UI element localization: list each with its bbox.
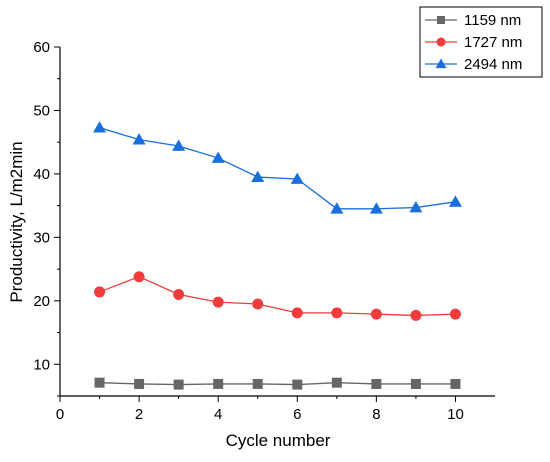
data-point (94, 286, 106, 298)
data-point (211, 151, 225, 163)
data-point (410, 378, 421, 389)
data-point (409, 201, 423, 213)
data-point (252, 378, 263, 389)
data-point (134, 378, 145, 389)
series-1727-nm (94, 271, 461, 321)
data-point (410, 309, 422, 321)
y-tick-label: 40 (33, 166, 50, 183)
legend-marker (437, 16, 445, 24)
legend-label: 1159 nm (464, 12, 521, 29)
series-2494-nm (93, 121, 462, 214)
y-axis-title: Productivity, L/m2min (7, 141, 26, 302)
legend-marker (436, 37, 446, 47)
data-point (448, 195, 462, 207)
series-line (99, 382, 456, 386)
data-point (213, 378, 224, 389)
x-tick-label: 2 (135, 406, 143, 423)
data-point (331, 377, 342, 388)
y-tick-label: 20 (33, 293, 50, 310)
data-point (133, 271, 145, 283)
legend-label: 1727 nm (464, 34, 522, 51)
data-point (290, 172, 304, 184)
legend-marker (435, 58, 447, 69)
x-tick-label: 4 (214, 406, 222, 423)
data-point (251, 170, 265, 182)
data-point (292, 379, 303, 390)
x-tick-label: 6 (293, 406, 301, 423)
y-tick-label: 50 (33, 102, 50, 119)
data-point (371, 378, 382, 389)
y-tick-label: 60 (33, 39, 50, 56)
data-point (370, 308, 382, 320)
legend: 1159 nm 1727 nm 2494 nm (419, 6, 543, 78)
data-point (291, 307, 303, 319)
data-point (172, 139, 186, 151)
axes: 0 2 4 6 8 10 10 20 30 40 50 60 (33, 39, 495, 423)
x-tick-label: 0 (56, 406, 64, 423)
data-series (93, 121, 462, 390)
data-point (132, 133, 146, 145)
legend-label: 2494 nm (464, 56, 522, 73)
data-point (173, 288, 185, 300)
series-1159-nm (94, 377, 461, 390)
series-line (99, 126, 456, 210)
data-point (450, 378, 461, 389)
data-point (212, 296, 224, 308)
series-line (99, 276, 456, 317)
y-tick-label: 10 (33, 356, 50, 373)
x-tick-label: 10 (447, 406, 464, 423)
data-point (173, 379, 184, 390)
data-point (94, 377, 105, 388)
data-point (330, 202, 344, 214)
data-point (331, 307, 343, 319)
data-point (449, 308, 461, 320)
y-tick-label: 30 (33, 229, 50, 246)
data-point (93, 121, 107, 133)
x-axis-title: Cycle number (226, 431, 331, 450)
data-point (252, 298, 264, 310)
data-point (369, 202, 383, 214)
x-tick-label: 8 (372, 406, 380, 423)
